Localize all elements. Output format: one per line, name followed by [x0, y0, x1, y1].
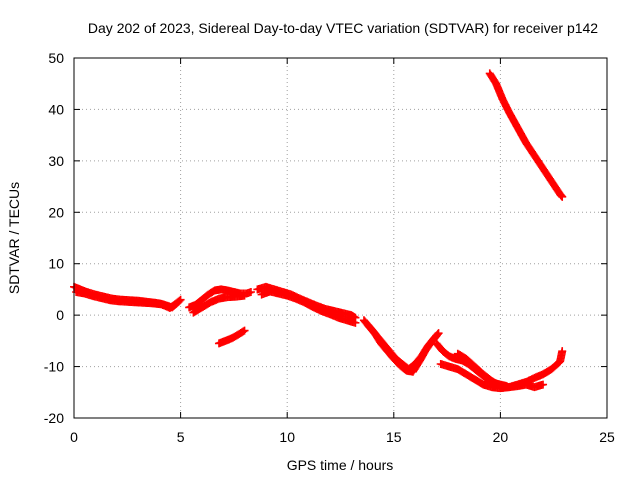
data-point — [173, 298, 182, 307]
data-point — [539, 380, 548, 389]
series-track-3 — [185, 285, 255, 312]
x-tick-label: 25 — [599, 429, 615, 445]
series-track-12 — [453, 347, 567, 392]
x-tick-label: 15 — [386, 429, 402, 445]
chart-title: Day 202 of 2023, Sidereal Day-to-day VTE… — [88, 20, 598, 36]
y-tick-label: 0 — [56, 307, 64, 323]
series-track-13 — [485, 69, 567, 201]
series-track-2 — [72, 288, 183, 312]
series-track-4 — [189, 291, 249, 317]
x-tick-label: 5 — [177, 429, 185, 445]
data-point — [240, 291, 249, 300]
x-axis-label: GPS time / hours — [287, 457, 394, 473]
axis-ticks: 0 5 10 15 20 25 -20 -10 0 10 20 30 40 50 — [44, 50, 615, 445]
y-axis-label: SDTVAR / TECUs — [6, 182, 22, 294]
data-point — [558, 192, 567, 201]
x-tick-label: 10 — [279, 429, 295, 445]
y-tick-label: 30 — [48, 153, 64, 169]
grid-lines — [74, 58, 607, 418]
y-tick-label: -20 — [44, 410, 64, 426]
data-point — [240, 326, 249, 335]
data-point — [174, 297, 183, 306]
data-point — [351, 318, 360, 327]
x-tick-label: 0 — [70, 429, 78, 445]
y-tick-label: 40 — [48, 101, 64, 117]
series-track-9 — [364, 321, 441, 376]
data-point — [432, 331, 441, 340]
data-point — [246, 288, 255, 296]
y-tick-label: 20 — [48, 204, 64, 220]
series-track-7 — [257, 287, 360, 327]
data-point — [239, 327, 248, 336]
series-track-5 — [214, 326, 249, 348]
x-tick-label: 20 — [493, 429, 509, 445]
plot-frame — [73, 57, 608, 419]
y-tick-label: 10 — [48, 256, 64, 272]
data-point — [431, 332, 440, 341]
y-tick-label: 50 — [48, 50, 64, 66]
y-tick-label: -10 — [44, 359, 64, 375]
data-point — [558, 347, 567, 356]
data-marks — [70, 69, 567, 393]
